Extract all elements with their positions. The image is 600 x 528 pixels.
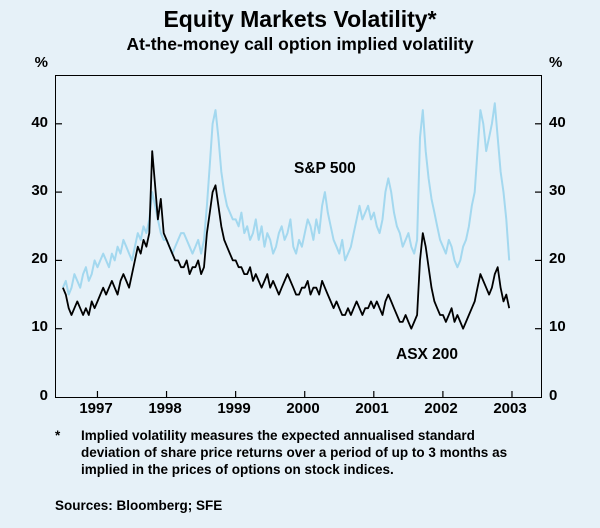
plot-frame: S&P 500 ASX 200 bbox=[55, 75, 542, 398]
y-tick-label-right-20: 20 bbox=[549, 250, 566, 267]
footnote: * Implied volatility measures the expect… bbox=[55, 428, 530, 479]
x-tick-label-2000: 2000 bbox=[286, 400, 320, 417]
series-line-asx200 bbox=[62, 150, 511, 330]
footnote-text: Implied volatility measures the expected… bbox=[81, 428, 508, 477]
y-axis-unit-left: % bbox=[34, 54, 48, 71]
y-tick-label-left-10: 10 bbox=[31, 318, 48, 335]
chart-subtitle: At-the-money call option implied volatil… bbox=[126, 34, 474, 54]
y-tick-label-left-30: 30 bbox=[31, 182, 48, 199]
series-label-asx200: ASX 200 bbox=[396, 346, 459, 363]
x-tick-label-1998: 1998 bbox=[148, 400, 182, 417]
sources-line: Sources: Bloomberg; SFE bbox=[55, 498, 223, 513]
plot-svg bbox=[56, 102, 541, 397]
y-tick-label-right-30: 30 bbox=[549, 182, 566, 199]
x-tick-label-1997: 1997 bbox=[79, 400, 113, 417]
x-tick-label-2001: 2001 bbox=[355, 400, 389, 417]
y-tick-label-left-0: 0 bbox=[39, 387, 48, 404]
x-tick-label-2003: 2003 bbox=[493, 400, 527, 417]
series-line-sp500 bbox=[61, 102, 511, 296]
y-tick-label-right-0: 0 bbox=[549, 387, 558, 404]
y-tick-label-left-20: 20 bbox=[31, 250, 48, 267]
x-tick-label-1999: 1999 bbox=[217, 400, 251, 417]
chart-title: Equity Markets Volatility* bbox=[163, 6, 437, 32]
x-tick-label-2002: 2002 bbox=[424, 400, 458, 417]
footnote-marker: * bbox=[55, 428, 61, 443]
y-axis-unit-right: % bbox=[549, 54, 563, 71]
series-label-sp500: S&P 500 bbox=[294, 160, 356, 177]
y-tick-label-right-10: 10 bbox=[549, 318, 566, 335]
y-tick-label-left-40: 40 bbox=[31, 114, 48, 131]
y-tick-label-right-40: 40 bbox=[549, 114, 566, 131]
